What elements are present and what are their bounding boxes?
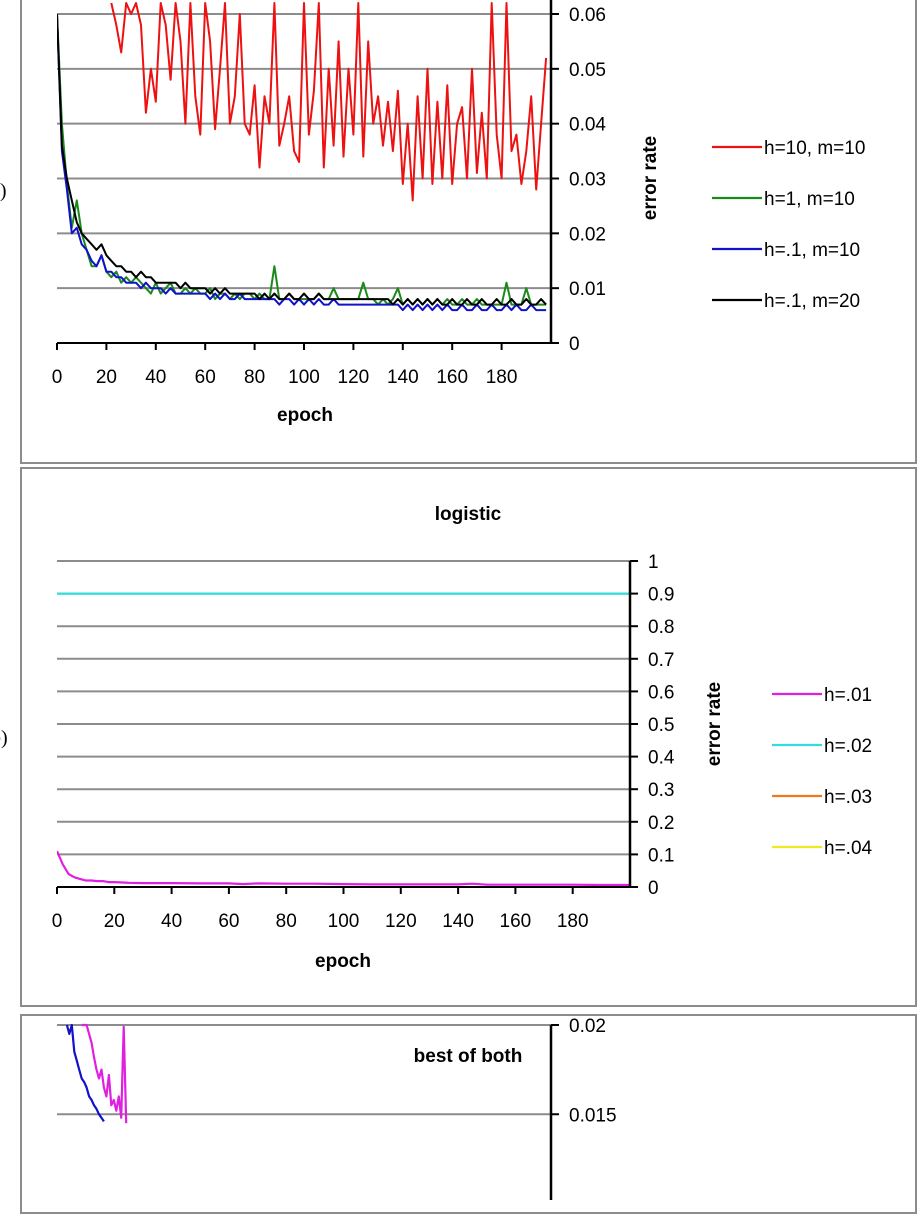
y-axis-label: error rate <box>640 136 661 221</box>
x-tick-label-0: 0 <box>52 911 63 932</box>
y-tick-label-0: 0.02 <box>569 1016 606 1037</box>
y-tick-label-10: 1 <box>648 552 659 573</box>
x-tick-label-3: 60 <box>218 911 239 932</box>
x-tick-label-4: 80 <box>244 367 265 388</box>
y-axis-label: error rate <box>704 682 725 767</box>
series-line-0 <box>110 2 548 202</box>
x-tick-label-1: 20 <box>96 367 117 388</box>
legend-label-0: h=.01 <box>824 685 872 706</box>
chart-a: 0 0.01 0.02 0.03 0.04 0.05 0.06 0 20 40 60 80 100 120… <box>52 0 865 426</box>
x-tick-label-7: 140 <box>387 367 419 388</box>
y-tick-label-1: 0.1 <box>648 845 674 866</box>
x-tick-label-0: 0 <box>52 367 63 388</box>
y-tick-label-8: 0.8 <box>648 617 674 638</box>
y-tick-label-9: 0.9 <box>648 585 674 606</box>
y-tick-label-3: 0.3 <box>648 780 674 801</box>
y-tick-label-3: 0.03 <box>569 170 606 191</box>
x-tick-label-8: 160 <box>436 367 468 388</box>
legend-label-3: h=.1, m=20 <box>764 291 860 312</box>
series-line-0 <box>65 1023 105 1123</box>
chart-title: logistic <box>435 504 502 525</box>
chart-panel-b <box>20 467 917 1007</box>
y-tick-label-7: 0.7 <box>648 650 674 671</box>
y-tick-label-5: 0.05 <box>569 60 606 81</box>
y-tick-label-1: 0.01 <box>569 279 606 300</box>
y-tick-label-4: 0.04 <box>569 115 606 136</box>
y-tick-label-6: 0.6 <box>648 682 674 703</box>
y-tick-label-5: 0.5 <box>648 715 674 736</box>
y-tick-label-0: 0 <box>648 878 659 899</box>
x-axis-label: epoch <box>277 405 333 426</box>
series-line-2 <box>57 13 547 312</box>
legend-label-0: h=10, m=10 <box>764 138 865 159</box>
y-tick-label-6: 0.06 <box>569 5 606 26</box>
panel-label-a: a) <box>0 180 7 202</box>
x-tick-label-7: 140 <box>442 911 474 932</box>
y-tick-label-2: 0.02 <box>569 224 606 245</box>
x-tick-label-3: 60 <box>195 367 216 388</box>
chart-b: logistic 0 0.1 0.2 0.3 0.4 0.5 0.6 0.7 0.8 0.9 1 0 20… <box>52 504 873 972</box>
x-tick-label-5: 100 <box>328 911 360 932</box>
y-tick-label-4: 0.4 <box>648 748 675 769</box>
x-tick-label-6: 120 <box>385 911 417 932</box>
legend-label-1: h=1, m=10 <box>764 189 855 210</box>
series-group <box>57 2 548 312</box>
series-group <box>57 592 630 887</box>
x-tick-label-9: 180 <box>486 367 518 388</box>
legend-label-3: h=.04 <box>824 838 873 859</box>
x-tick-label-4: 80 <box>276 911 297 932</box>
x-tick-label-8: 160 <box>500 911 532 932</box>
chart-c: best of both 0.02 0.015 <box>57 1016 617 1200</box>
x-axis-label: epoch <box>315 951 371 972</box>
series-line-3 <box>57 13 547 306</box>
y-tick-label-0: 0 <box>569 334 580 355</box>
x-tick-label-6: 120 <box>338 367 370 388</box>
x-tick-label-9: 180 <box>557 911 589 932</box>
legend-label-2: h=.1, m=10 <box>764 240 860 261</box>
chart-title: best of both <box>414 1046 523 1067</box>
legend-label-1: h=.02 <box>824 736 872 757</box>
series-line-0 <box>57 850 630 887</box>
x-tick-label-1: 20 <box>104 911 125 932</box>
legend-label-2: h=.03 <box>824 787 872 808</box>
series-line-1 <box>81 1023 128 1124</box>
x-tick-label-2: 40 <box>161 911 182 932</box>
y-tick-label-1: 0.015 <box>569 1105 617 1126</box>
panel-label-b: b) <box>0 727 8 749</box>
x-tick-label-2: 40 <box>145 367 166 388</box>
y-tick-label-2: 0.2 <box>648 813 674 834</box>
x-tick-label-5: 100 <box>288 367 320 388</box>
series-group <box>65 1023 128 1124</box>
